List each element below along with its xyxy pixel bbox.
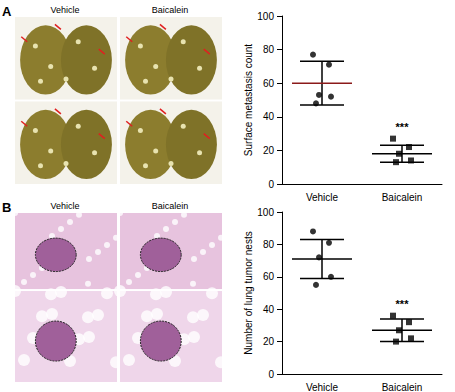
svg-text:0: 0 xyxy=(268,369,274,380)
svg-text:80: 80 xyxy=(263,44,275,55)
svg-text:0: 0 xyxy=(268,179,274,190)
svg-text:Vehicle: Vehicle xyxy=(306,192,339,203)
svg-text:Surface metastasis count: Surface metastasis count xyxy=(243,44,254,156)
svg-text:Number of lung tumor nests: Number of lung tumor nests xyxy=(243,231,254,354)
svg-text:20: 20 xyxy=(263,336,275,347)
html-text:B: B xyxy=(2,200,12,215)
svg-text:40: 40 xyxy=(263,304,275,315)
svg-text:Baicalein: Baicalein xyxy=(382,382,423,392)
svg-text:60: 60 xyxy=(263,271,275,282)
svg-text:Baicalein: Baicalein xyxy=(382,192,423,203)
svg-text:20: 20 xyxy=(263,145,275,156)
svg-text:***: *** xyxy=(396,121,410,133)
html-text:A: A xyxy=(2,4,12,19)
html-text:Vehicle: Vehicle xyxy=(50,201,80,211)
html-text:Baicalein: Baicalein xyxy=(151,5,189,15)
svg-text:***: *** xyxy=(396,298,410,310)
svg-text:100: 100 xyxy=(257,207,274,218)
svg-text:80: 80 xyxy=(263,239,275,250)
html-text:Vehicle: Vehicle xyxy=(50,5,80,15)
svg-text:Vehicle: Vehicle xyxy=(306,382,339,392)
html-text:Baicalein: Baicalein xyxy=(151,201,189,211)
svg-text:60: 60 xyxy=(263,78,275,89)
svg-text:100: 100 xyxy=(257,11,274,22)
svg-text:40: 40 xyxy=(263,111,275,122)
